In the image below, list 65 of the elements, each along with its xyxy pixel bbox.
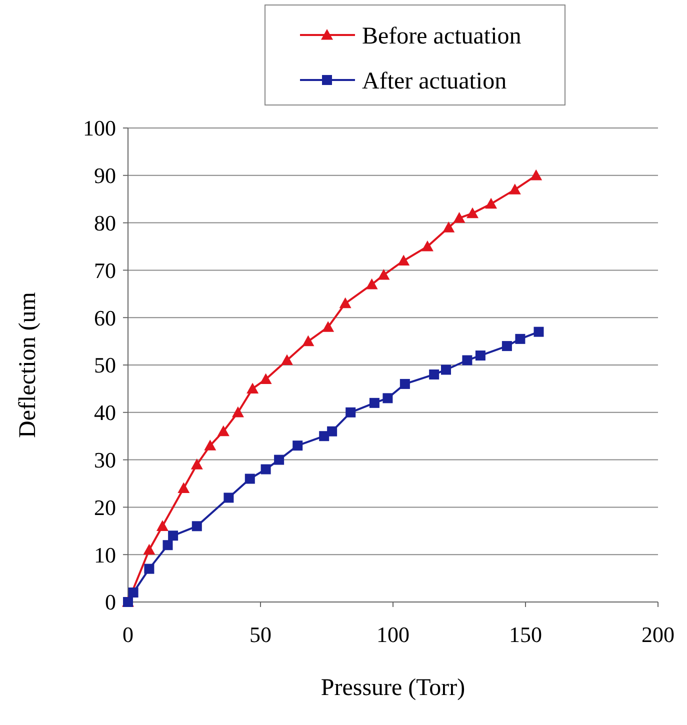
point: [530, 169, 542, 180]
x-tick-label: 200: [642, 622, 674, 647]
point: [453, 212, 466, 223]
x-axis-title: Pressure (Torr): [320, 675, 466, 701]
point: [398, 254, 410, 266]
point: [232, 406, 244, 418]
legend-label: After actuation: [362, 68, 507, 94]
point: [217, 425, 230, 436]
y-tick-label: 40: [94, 400, 116, 426]
y-tick-label: 0: [105, 590, 116, 615]
point: [378, 268, 390, 280]
legend-label: Before actuation: [362, 23, 522, 50]
point: [260, 373, 272, 384]
y-tick-label: 30: [94, 448, 116, 472]
point: [192, 521, 202, 532]
point: [156, 520, 168, 531]
point: [382, 393, 393, 404]
y-tick-label: 50: [94, 352, 116, 378]
point: [322, 321, 334, 332]
point: [421, 240, 434, 252]
point: [327, 426, 338, 436]
point: [485, 198, 498, 209]
x-tick-label: 50: [250, 622, 272, 647]
point: [442, 222, 455, 232]
x-tick-label: 100: [376, 622, 410, 647]
point: [143, 544, 156, 555]
point: [515, 334, 526, 344]
point: [204, 440, 216, 450]
point: [346, 407, 356, 418]
y-tick-label: 60: [94, 305, 116, 330]
point: [429, 369, 440, 380]
point: [502, 341, 512, 352]
point: [462, 355, 472, 366]
point: [441, 364, 451, 375]
y-tick-label: 80: [94, 210, 116, 236]
point: [128, 588, 138, 598]
point: [178, 482, 190, 494]
point: [244, 474, 255, 484]
y-axis-title: Deflection (um: [15, 292, 41, 438]
point: [224, 492, 234, 503]
y-tick-label: 90: [94, 163, 116, 188]
x-tick-label: 150: [509, 622, 542, 647]
point: [302, 335, 314, 346]
point: [400, 378, 410, 389]
y-tick-label: 20: [94, 494, 116, 520]
point: [466, 207, 478, 218]
point: [366, 278, 378, 290]
point: [292, 440, 303, 451]
point: [144, 564, 154, 574]
point: [246, 382, 259, 394]
point: [190, 458, 203, 470]
point: [168, 530, 178, 541]
point: [281, 354, 293, 366]
x-tick-label: 0: [122, 622, 134, 647]
point: [534, 326, 544, 337]
point: [369, 398, 380, 408]
point: [260, 464, 271, 474]
point: [508, 184, 521, 194]
y-tick-label: 10: [94, 542, 116, 568]
point: [274, 454, 284, 465]
point: [475, 350, 486, 361]
y-tick-label: 70: [94, 258, 116, 283]
y-tick-label: 100: [83, 116, 116, 141]
point: [339, 297, 352, 308]
point: [162, 540, 173, 550]
